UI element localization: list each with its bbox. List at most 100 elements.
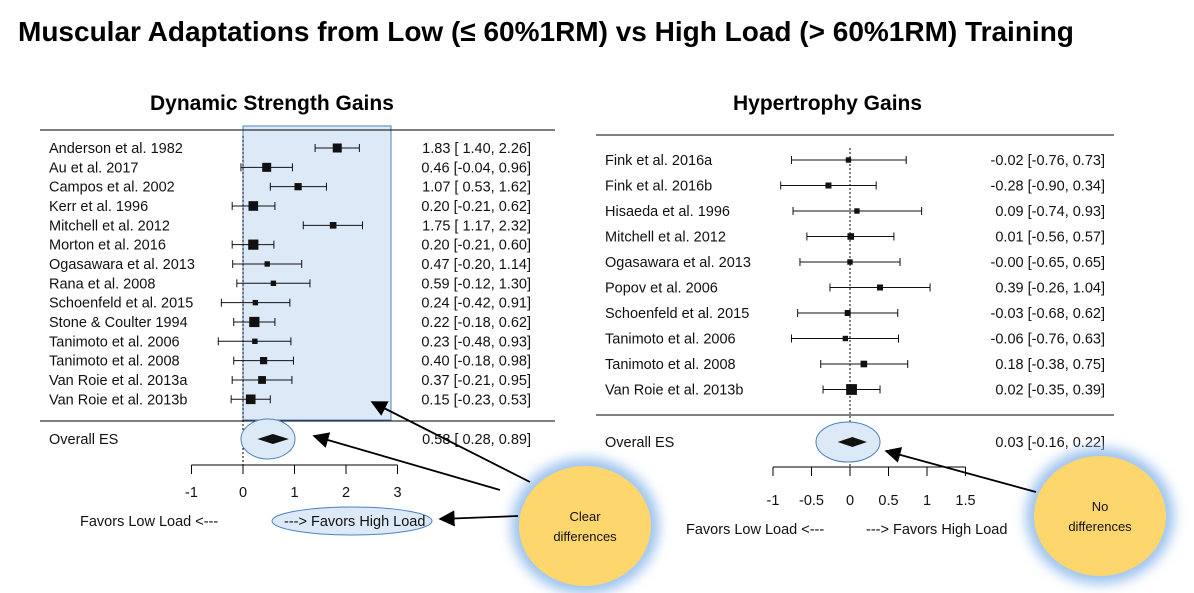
study-label: Hisaeda et al. 1996 (605, 204, 730, 220)
effect-size-marker (252, 299, 259, 306)
study-label: Fink et al. 2016a (605, 153, 713, 169)
right-callout-bubble (1034, 456, 1166, 576)
study-label: Mitchell et al. 2012 (49, 218, 170, 234)
effect-size-marker (258, 376, 266, 384)
study-ci-text: 1.75 [ 1.17, 2.32] (422, 218, 531, 234)
study-label: Tanimoto et al. 2006 (49, 334, 180, 350)
effect-size-marker (860, 360, 868, 368)
effect-size-marker (329, 222, 337, 229)
study-label: Popov et al. 2006 (605, 281, 718, 297)
study-ci-text: 0.18 [-0.38, 0.75] (995, 357, 1105, 373)
study-label: Schoenfeld et al. 2015 (49, 296, 193, 312)
effect-size-marker (248, 201, 259, 211)
effect-size-marker (270, 280, 277, 287)
right-chart-title: Hypertrophy Gains (733, 92, 923, 115)
study-ci-text: 0.39 [-0.26, 1.04] (995, 281, 1105, 297)
effect-size-marker (260, 357, 268, 365)
x-tick-label: 1 (923, 493, 931, 509)
left-footer-oval (271, 506, 433, 536)
study-ci-text: -0.28 [-0.90, 0.34] (991, 179, 1105, 195)
study-ci-text: -0.03 [-0.68, 0.62] (991, 306, 1105, 322)
study-label: Ogasawara et al. 2013 (49, 257, 195, 273)
x-tick-label: -1 (185, 485, 198, 501)
page-title: Muscular Adaptations from Low (≤ 60%1RM)… (18, 16, 1074, 47)
effect-size-marker (847, 233, 855, 240)
study-ci-text: 0.40 [-0.18, 0.98] (421, 354, 531, 370)
study-ci-text: 0.23 [-0.48, 0.93] (421, 334, 531, 350)
effect-size-marker (846, 384, 857, 395)
study-label: Van Roie et al. 2013b (49, 392, 187, 408)
effect-size-marker (245, 394, 256, 405)
study-ci-text: 0.22 [-0.18, 0.62] (421, 315, 531, 331)
effect-size-marker (294, 183, 302, 191)
favors-low-label: Favors Low Load <--- (686, 522, 824, 538)
left-callout-arrow (370, 401, 531, 483)
effect-size-marker (332, 143, 342, 153)
study-ci-text: 0.24 [-0.42, 0.91] (421, 296, 531, 312)
left-chart-title: Dynamic Strength Gains (150, 92, 394, 115)
study-label: Ogasawara et al. 2013 (605, 255, 751, 271)
right-callout-text: differences (1068, 519, 1132, 534)
study-label: Tanimoto et al. 2006 (605, 332, 736, 348)
study-ci-text: 0.47 [-0.20, 1.14] (421, 257, 531, 273)
study-ci-text: 0.37 [-0.21, 0.95] (421, 373, 531, 389)
effect-size-marker (248, 239, 259, 250)
effect-size-marker (842, 335, 849, 342)
effect-size-marker (262, 162, 272, 172)
study-ci-text: 0.46 [-0.04, 0.96] (421, 160, 531, 176)
x-tick-label: -0.5 (799, 493, 824, 509)
left-callout-bubble (519, 466, 651, 586)
study-ci-text: -0.00 [-0.65, 0.65] (991, 255, 1105, 271)
study-label: Tanimoto et al. 2008 (49, 354, 180, 370)
study-label: Van Roie et al. 2013b (605, 383, 743, 399)
left-callout-arrow (312, 432, 501, 491)
x-tick-label: 1.5 (955, 493, 975, 509)
overall-diamond (837, 437, 867, 447)
x-tick-label: 0.5 (878, 493, 898, 509)
study-ci-text: 0.20 [-0.21, 0.60] (421, 238, 531, 254)
left-highlight-region (242, 125, 392, 421)
study-label: Anderson et al. 1982 (49, 141, 183, 157)
study-ci-text: 1.07 [ 0.53, 1.62] (422, 180, 531, 196)
effect-size-marker (845, 157, 852, 163)
study-label: Au et al. 2017 (49, 160, 139, 176)
study-label: Morton et al. 2016 (49, 238, 166, 254)
x-tick-label: 3 (393, 485, 401, 501)
study-label: Mitchell et al. 2012 (605, 230, 726, 246)
right-callout-text: No (1092, 499, 1109, 514)
effect-size-marker (249, 316, 260, 328)
study-label: Tanimoto et al. 2008 (605, 357, 736, 373)
effect-size-marker (844, 310, 851, 316)
study-label: Campos et al. 2002 (49, 180, 175, 196)
study-label: Fink et al. 2016b (605, 179, 712, 195)
study-ci-text: 0.01 [-0.56, 0.57] (995, 230, 1105, 246)
study-ci-text: -0.02 [-0.76, 0.73] (991, 153, 1105, 169)
left-callout-text: Clear (569, 509, 601, 524)
study-ci-text: 1.83 [ 1.40, 2.26] (422, 141, 531, 157)
study-label: Rana et al. 2008 (49, 276, 155, 292)
left-callout-text: differences (553, 529, 617, 544)
study-ci-text: -0.06 [-0.76, 0.63] (991, 332, 1105, 348)
study-label: Schoenfeld et al. 2015 (605, 306, 749, 322)
right-callout-arrow (884, 447, 1037, 493)
study-ci-text: 0.20 [-0.21, 0.62] (421, 199, 531, 215)
favors-high-label: ---> Favors High Load (866, 522, 1007, 538)
x-tick-label: 0 (239, 485, 247, 501)
favors-high-label: ---> Favors High Load (284, 514, 425, 530)
study-ci-text: 0.15 [-0.23, 0.53] (421, 392, 531, 408)
study-ci-text: 0.09 [-0.74, 0.93] (995, 204, 1105, 220)
overall-ci-text: 0.58 [ 0.28, 0.89] (422, 432, 531, 448)
effect-size-marker (264, 261, 270, 267)
left-callout-arrow (438, 510, 519, 527)
overall-label: Overall ES (49, 432, 118, 448)
study-label: Van Roie et al. 2013a (49, 373, 188, 389)
effect-size-marker (847, 259, 853, 265)
study-label: Stone & Coulter 1994 (49, 315, 188, 331)
effect-size-marker (252, 338, 258, 344)
overall-ci-text: 0.03 [-0.16, 0.22] (995, 435, 1105, 451)
overall-label: Overall ES (605, 435, 674, 451)
x-tick-label: 2 (342, 485, 350, 501)
study-ci-text: 0.02 [-0.35, 0.39] (995, 383, 1105, 399)
effect-size-marker (877, 284, 884, 291)
